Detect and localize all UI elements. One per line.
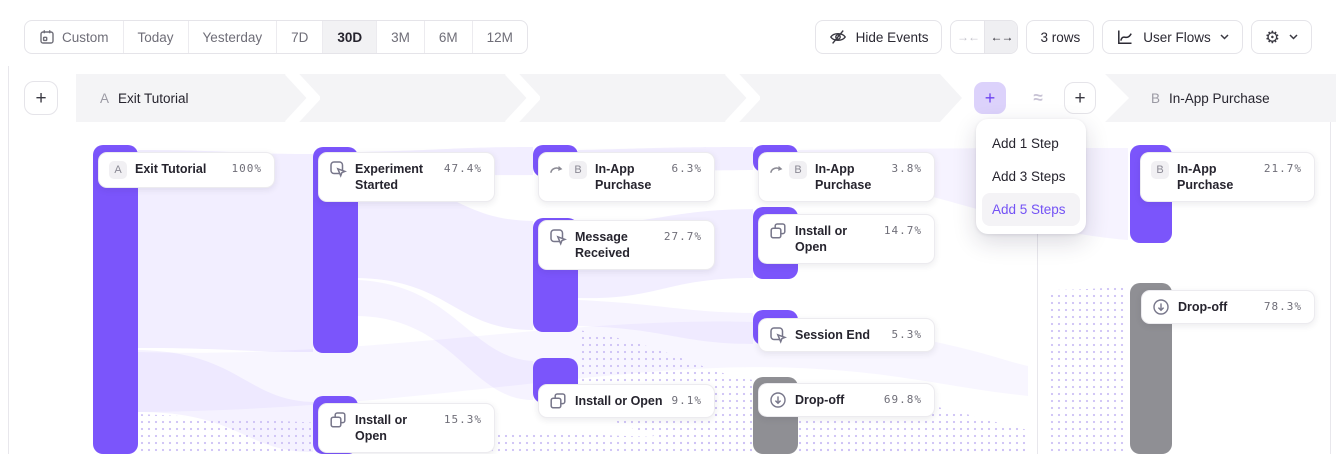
view-selector-button[interactable]: User Flows [1102,20,1243,54]
approx-connector[interactable]: ≈ [1022,82,1054,114]
canvas-right-edge [1330,122,1331,454]
dropoff-icon [1153,299,1169,315]
add-steps-button-active[interactable]: + [974,82,1006,114]
plus-icon: + [1074,87,1086,109]
flow-node-drop-off-b[interactable]: Drop-off 78.3% [1141,290,1315,324]
redirect-arrow-icon [770,165,783,174]
install-squares-icon [330,412,346,428]
rows-button[interactable]: 3 rows [1026,20,1095,54]
flow-node-install-or-open[interactable]: Install or Open 9.1% [538,384,715,418]
column-width-toggle: →← ←→ [950,20,1019,54]
date-preset-6m[interactable]: 6M [423,21,472,53]
menu-item-add-1-step[interactable]: Add 1 Step [992,136,1059,151]
date-preset-yesterday[interactable]: Yesterday [187,21,277,53]
date-preset-7d[interactable]: 7D [276,21,322,53]
event-cursor-icon [330,161,347,178]
flow-node-in-app-purchase[interactable]: B In-App Purchase 6.3% [538,152,715,202]
flow-bar-exit-tutorial[interactable] [93,145,138,454]
date-preset-today[interactable]: Today [122,21,188,53]
step-band-b[interactable]: B In-App Purchase [1105,74,1336,122]
step-a-badge: A [100,90,110,106]
hide-events-button[interactable]: Hide Events [814,20,943,54]
event-badge: B [569,161,587,179]
menu-item-add-3-steps[interactable]: Add 3 Steps [992,169,1066,184]
step-chevron-icon [504,74,540,122]
install-squares-icon [550,393,566,409]
event-badge: A [109,161,127,179]
dropoff-icon [770,392,786,408]
settings-button[interactable]: ⚙ [1250,20,1312,54]
toolbar: Custom Today Yesterday 7D 30D 3M 6M 12M … [24,20,1312,54]
event-badge: B [789,161,807,179]
calendar-icon [40,30,54,44]
step-chevron-icon [724,74,760,122]
add-step-button-b[interactable]: + [1064,82,1096,114]
date-preset-30d[interactable]: 30D [322,21,377,53]
arrows-expand-icon: ←→ [990,30,1013,44]
flow-node-experiment-started[interactable]: Experiment Started 47.4% [318,152,495,202]
step-b-badge: B [1151,90,1161,106]
flow-node-message-received[interactable]: Message Received 27.7% [538,220,715,270]
arrows-collapse-icon: →← [956,30,980,44]
flow-node-in-app-purchase-b[interactable]: B In-App Purchase 21.7% [1140,152,1315,202]
approx-icon: ≈ [1033,88,1043,107]
event-badge: B [1151,161,1169,179]
redirect-arrow-icon [550,165,563,174]
plus-icon: + [984,88,996,108]
add-flow-button[interactable]: + [24,81,58,115]
date-range-group: Custom Today Yesterday 7D 30D 3M 6M 12M [24,20,528,54]
date-preset-3m[interactable]: 3M [376,21,424,53]
panel-divider [1037,122,1038,454]
date-preset-12m[interactable]: 12M [471,21,527,53]
flow-node-install-or-open[interactable]: Install or Open 14.7% [758,214,935,264]
flow-node-in-app-purchase[interactable]: B In-App Purchase 3.8% [758,152,935,202]
flow-node-drop-off[interactable]: Drop-off 69.8% [758,383,935,417]
add-steps-menu: Add 1 Step Add 3 Steps Add 5 Steps [976,119,1086,234]
flow-node-install-or-open[interactable]: Install or Open 15.3% [318,403,495,453]
flow-node-session-end[interactable]: Session End 5.3% [758,318,935,352]
collapse-columns-button[interactable]: →← [951,21,984,53]
date-preset-custom[interactable]: Custom [25,21,123,53]
plus-icon: + [35,87,47,109]
step-b-label: In-App Purchase [1169,90,1270,106]
expand-columns-button[interactable]: ←→ [984,21,1018,53]
menu-item-add-5-steps[interactable]: Add 5 Steps [982,193,1080,226]
flow-chart-icon [1118,30,1133,44]
toolbar-right-group: Hide Events →← ←→ 3 rows User Flows ⚙ [814,20,1312,54]
canvas-left-edge [8,66,9,454]
event-cursor-icon [770,327,787,344]
date-preset-label: Custom [62,29,109,45]
chevron-down-icon [1220,34,1229,40]
step-chevron-icon [284,74,320,122]
event-cursor-icon [550,229,567,246]
install-squares-icon [770,223,786,239]
flow-node-exit-tutorial[interactable]: A Exit Tutorial 100% [98,152,275,188]
gear-icon: ⚙ [1264,27,1280,47]
chevron-down-icon [1289,34,1298,40]
eye-off-icon [829,30,846,44]
step-a-label: Exit Tutorial [118,90,189,106]
